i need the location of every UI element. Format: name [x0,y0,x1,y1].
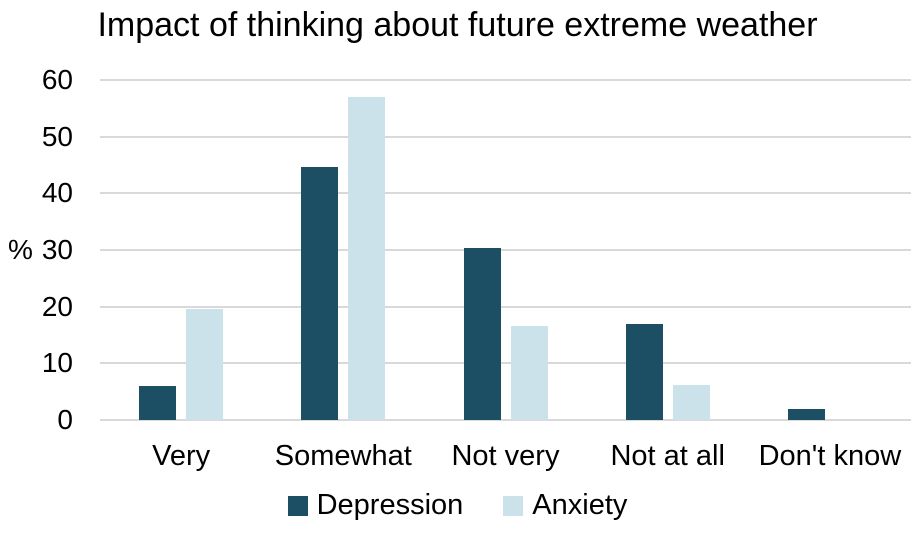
y-tick-label-20: 20 [41,290,73,322]
bar-depression-very [139,386,177,420]
legend-swatch-depression [287,495,308,516]
gridline-10 [100,362,911,365]
gridline-40 [100,192,911,195]
gridline-20 [100,305,911,308]
gridline-50 [100,135,911,138]
legend-item-anxiety: Anxiety [503,489,627,522]
legend: Depression Anxiety [0,489,915,522]
x-category-label-don-t-know: Don't know [758,440,902,472]
bar-depression-don-t-know [787,408,825,420]
y-tick-label-0: 0 [57,404,73,435]
legend-swatch-anxiety [503,495,524,516]
legend-label-depression: Depression [316,489,464,521]
y-axis-ticks: 0 10 20 30 40 50 60 [0,64,88,435]
x-category-label-not-at-all: Not at all [610,440,725,472]
y-tick-label-40: 40 [41,177,73,209]
x-category-label-very: Very [152,440,211,472]
y-tick-label-30: 30 [41,234,73,265]
bar-depression-not-at-all [625,323,663,420]
bar-depression-not-very [463,248,501,420]
gridline-30 [100,249,911,251]
bar-anxiety-not-at-all [672,384,710,420]
gridline-60 [100,79,911,81]
x-category-label-somewhat: Somewhat [274,440,412,472]
bar-anxiety-somewhat [348,97,386,420]
legend-label-anxiety: Anxiety [532,489,628,521]
plot-area [100,79,911,421]
bar-anxiety-not-very [510,325,548,420]
x-category-label-not-very: Not very [451,440,560,472]
y-axis-unit-label: % [8,234,33,265]
bar-depression-somewhat [301,166,339,420]
bar-anxiety-very [186,308,224,420]
legend-item-depression: Depression [287,489,464,522]
y-tick-label-60: 60 [41,64,73,95]
gridline-0 [100,419,911,421]
chart-title: Impact of thinking about future extreme … [97,6,818,44]
y-tick-label-10: 10 [41,347,73,379]
x-axis-labels: Very Somewhat Not very Not at all Don't know [100,438,911,476]
y-tick-label-50: 50 [41,120,73,152]
